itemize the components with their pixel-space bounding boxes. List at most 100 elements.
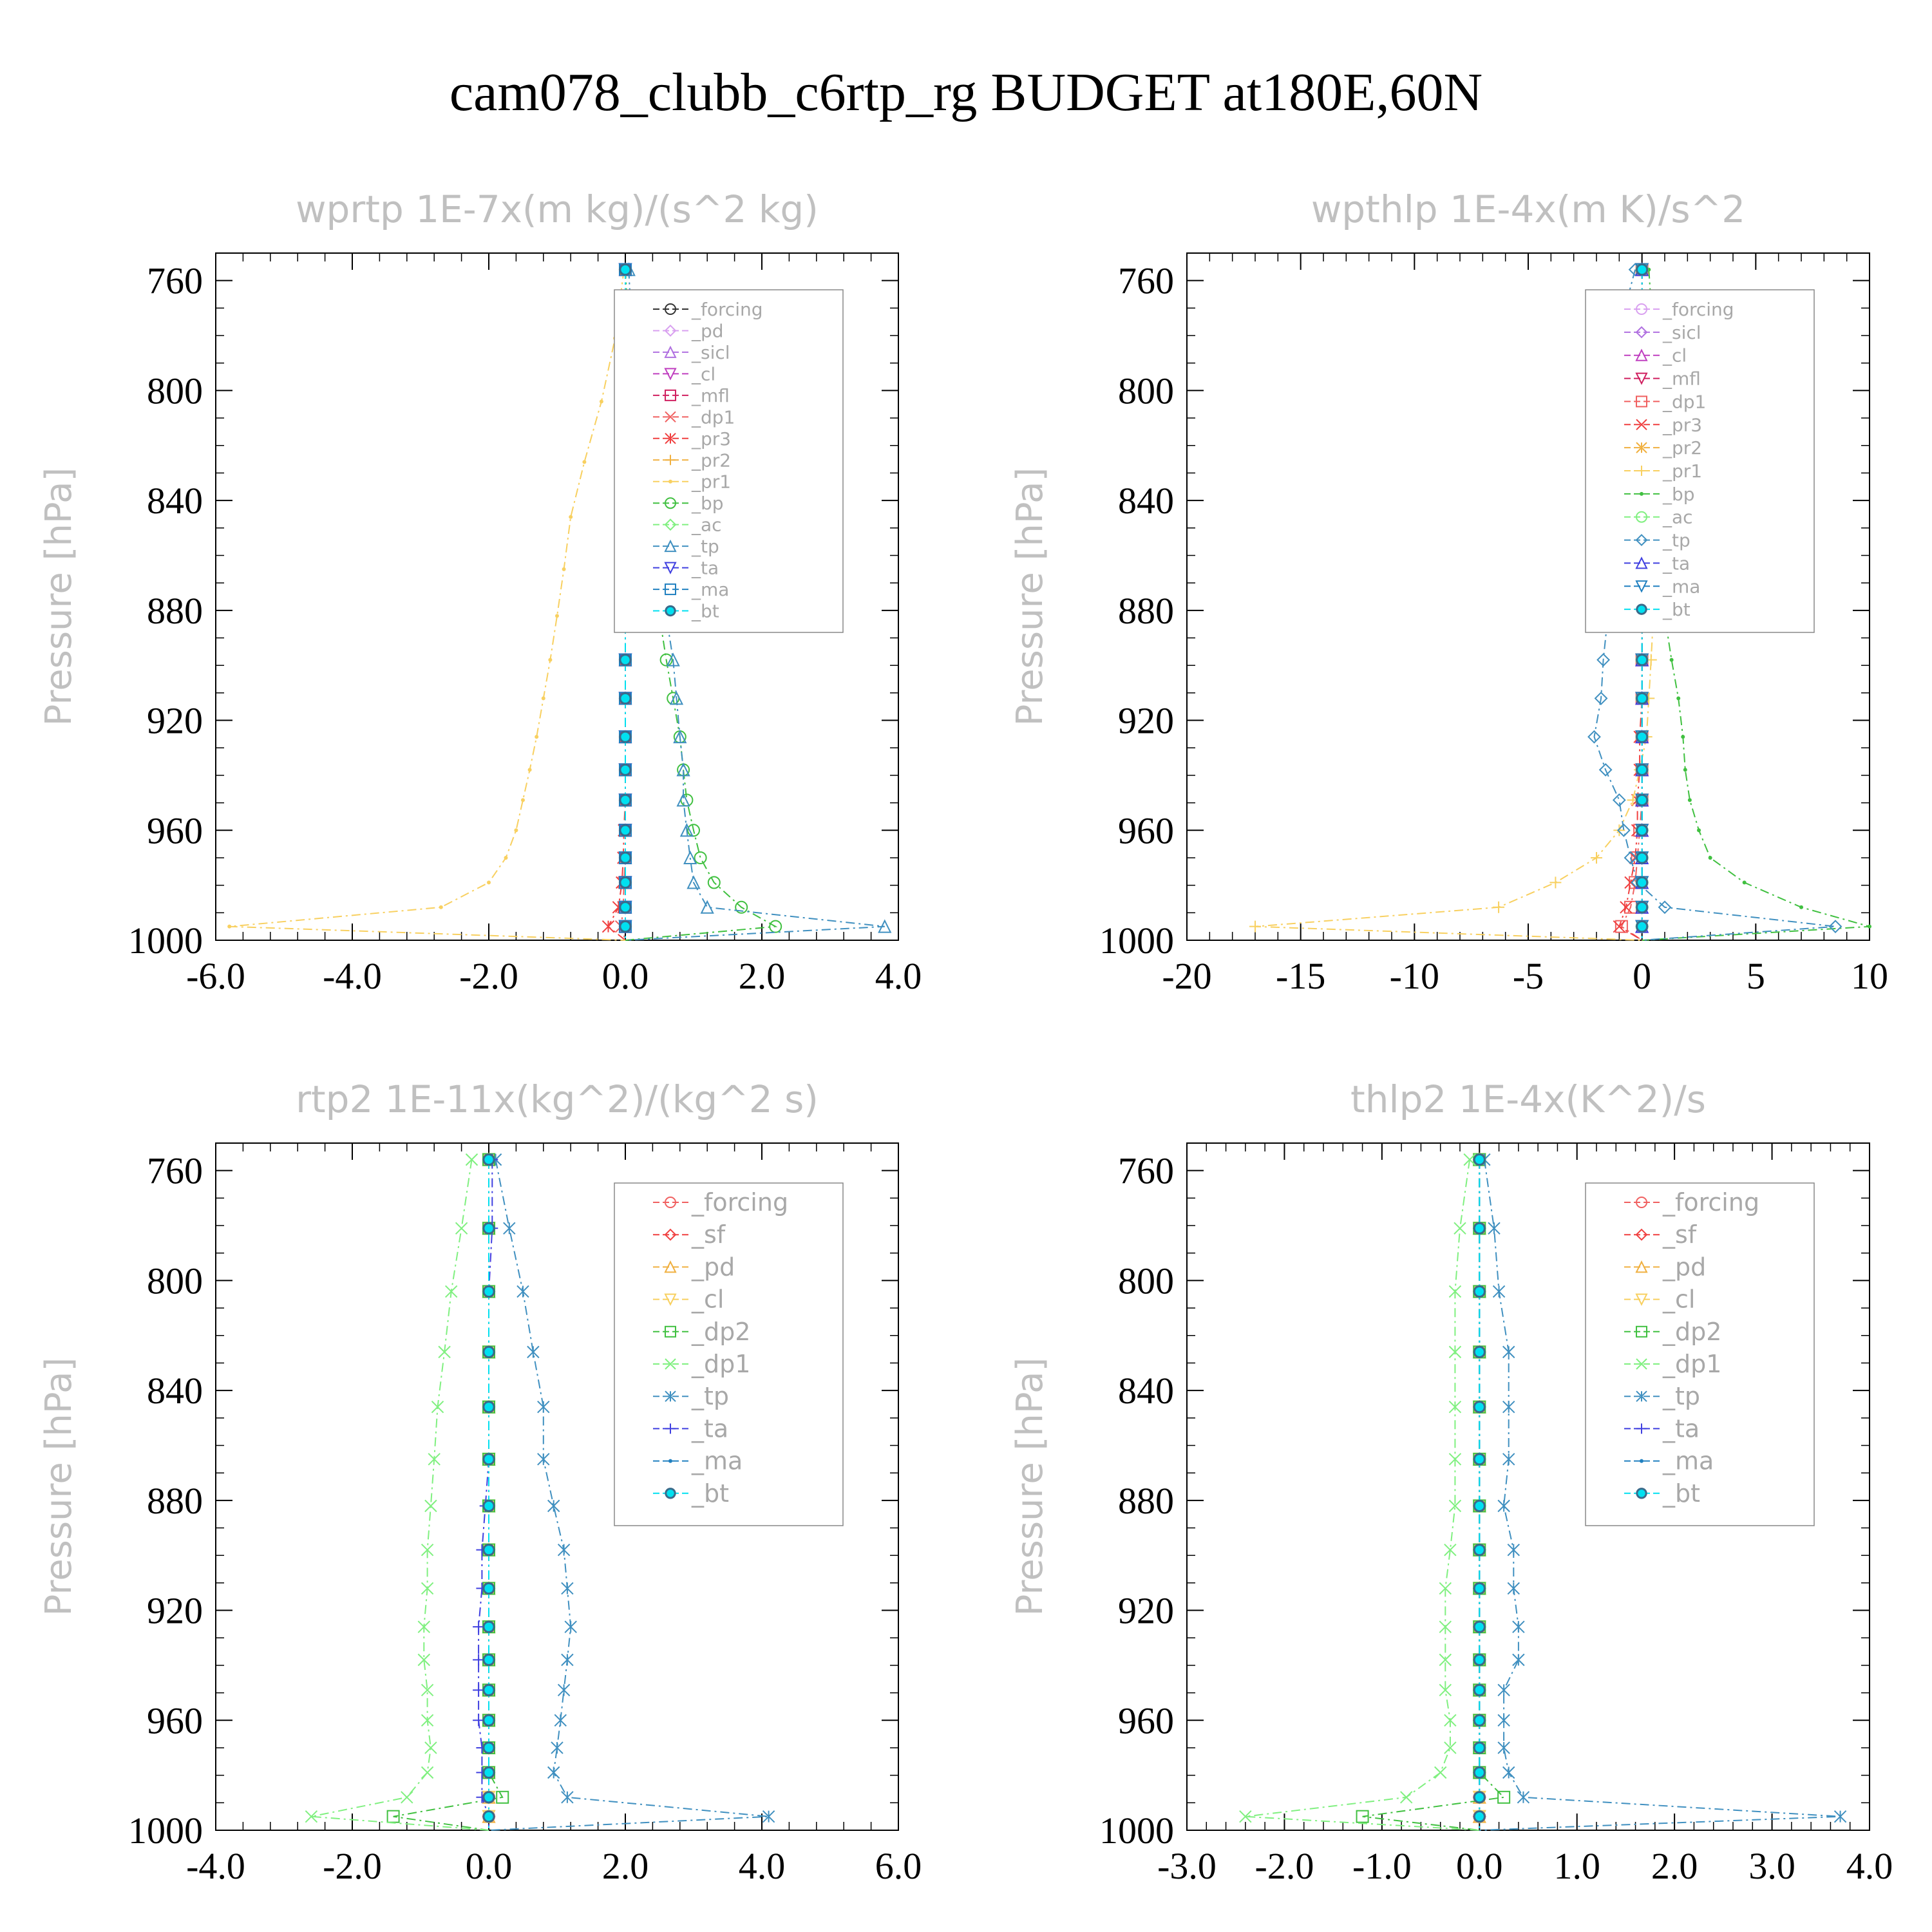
data-point (428, 1453, 440, 1466)
data-point (1636, 1325, 1647, 1338)
series-pr1 (227, 267, 626, 941)
data-point (665, 303, 676, 315)
data-point (554, 1714, 567, 1727)
series-ta (473, 1153, 498, 1830)
data-point (665, 433, 676, 444)
data-point (569, 515, 573, 519)
data-point (527, 768, 532, 772)
data-point (547, 1766, 560, 1779)
data-point (668, 1459, 672, 1463)
data-point (417, 1620, 431, 1633)
data-point (1799, 905, 1803, 909)
data-point (1473, 1285, 1486, 1298)
data-point (664, 368, 677, 381)
legend-label: _forcing (1662, 1188, 1759, 1217)
legend-label: _bt (691, 601, 719, 622)
x-tick-label: -2.0 (459, 955, 518, 997)
data-point (431, 1401, 444, 1414)
data-point (1488, 1222, 1501, 1235)
data-point (700, 900, 714, 914)
data-point (555, 614, 559, 618)
legend-label: _dp1 (691, 406, 735, 428)
data-point (482, 1741, 495, 1754)
data-point (1444, 1714, 1457, 1727)
data-point (665, 583, 676, 596)
y-tick-label: 800 (1118, 370, 1174, 412)
data-point (444, 1285, 458, 1298)
data-point (503, 1222, 516, 1235)
chart-panel: wprtp 1E-7x(m kg)/(s^2 kg) Pressure [hPa]… (38, 187, 922, 997)
data-point (1473, 1791, 1486, 1804)
data-point (619, 901, 632, 914)
y-axis-label: Pressure [hPa] (38, 1358, 80, 1616)
data-point (482, 1285, 495, 1298)
data-point (421, 1714, 434, 1727)
data-point (1613, 920, 1626, 933)
y-tick-label: 960 (147, 1700, 203, 1741)
data-point (1448, 1345, 1462, 1359)
data-point (1636, 1423, 1647, 1434)
data-point (666, 652, 680, 667)
data-point (1239, 1810, 1252, 1823)
data-point (424, 1499, 437, 1513)
data-point (1676, 696, 1681, 701)
legend-label: _sf (691, 1220, 726, 1249)
data-point (1636, 920, 1649, 933)
legend: _forcing _sf _pd _cl _dp2 _dp1 _tp _ta _ma _bt (614, 1182, 844, 1526)
legend-label: _bp (1662, 484, 1695, 505)
data-point (1473, 1345, 1486, 1358)
data-point (455, 1222, 468, 1235)
data-point (1635, 534, 1648, 546)
legend-label: _ta (691, 558, 719, 579)
legend-label: _ma (1662, 1447, 1714, 1475)
legend-label: _pr1 (691, 471, 731, 493)
data-point (1400, 1791, 1413, 1804)
y-tick-label: 760 (147, 1150, 203, 1192)
y-tick-label: 920 (1118, 700, 1174, 742)
legend-label: _dp1 (1662, 391, 1706, 412)
data-point (1636, 419, 1647, 430)
data-point (665, 411, 676, 423)
data-point (1549, 876, 1562, 889)
data-point (1636, 466, 1647, 476)
data-point (1615, 920, 1628, 933)
x-tick-label: 2.0 (1651, 1845, 1698, 1887)
data-point (1439, 1683, 1452, 1697)
x-tick-label: 2.0 (602, 1845, 649, 1887)
data-point (1636, 901, 1649, 914)
data-point (1624, 876, 1637, 889)
data-point (1635, 1260, 1648, 1273)
data-point (878, 919, 892, 933)
plot-frame (1186, 1142, 1870, 1831)
data-point (1473, 1499, 1486, 1512)
y-tick-label: 760 (1118, 260, 1174, 302)
data-point (482, 1153, 495, 1166)
data-point (665, 389, 676, 401)
y-tick-label: 1000 (128, 920, 203, 961)
data-point (1473, 1153, 1486, 1166)
data-point (1439, 1582, 1452, 1595)
legend-label: _cl (1662, 1285, 1695, 1314)
y-tick-label: 920 (147, 700, 203, 742)
data-point (687, 824, 700, 837)
data-point (557, 1683, 571, 1697)
legend-label: _bt (1662, 599, 1690, 620)
legend-label: _tp (1662, 1382, 1700, 1410)
y-tick-label: 800 (147, 1260, 203, 1302)
data-point (694, 851, 707, 864)
data-point (1612, 793, 1626, 807)
series-line (1245, 1159, 1480, 1831)
data-point (465, 1153, 478, 1166)
legend-label: _pr2 (691, 450, 731, 471)
data-point (1497, 1499, 1510, 1513)
series-line (393, 1159, 504, 1831)
legend-label: _dp1 (1662, 1350, 1721, 1378)
legend-label: _bt (1662, 1479, 1700, 1508)
x-tick-label: 1.0 (1553, 1845, 1600, 1887)
x-tick-label: 0.0 (1456, 1845, 1503, 1887)
data-point (1507, 1543, 1520, 1557)
data-point (504, 855, 508, 860)
data-point (421, 1543, 434, 1557)
main-title: cam078_clubb_c6rtp_rg BUDGET at180E,60N (449, 62, 1483, 122)
x-tick-label: 4.0 (875, 955, 922, 997)
